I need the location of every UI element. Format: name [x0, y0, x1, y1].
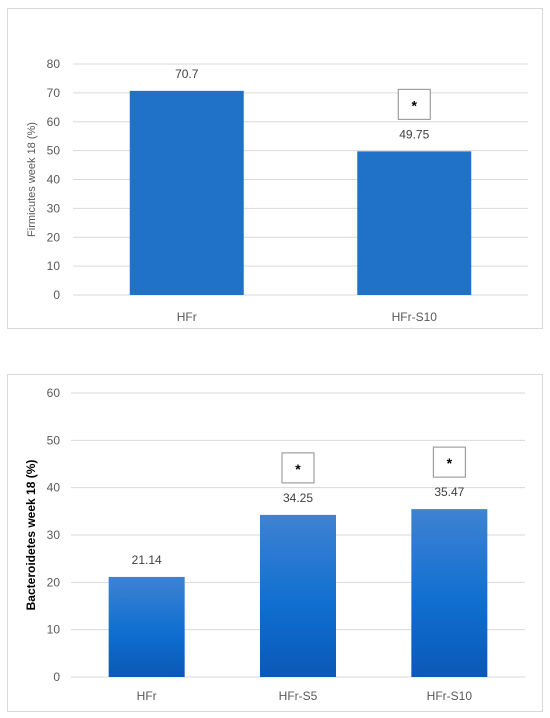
y-tick-label: 70	[47, 86, 61, 100]
y-tick-label: 0	[53, 670, 60, 684]
bacteroidetes-chart: 0 10 20 30 40 50 60 21.14 34.25 * 35.47 * HFr HFr-S…	[24, 386, 525, 703]
category-label: HFr-S10	[427, 689, 473, 703]
bacteroidetes-chart-panel: 0 10 20 30 40 50 60 21.14 34.25 * 35.47 * HFr HFr-S…	[7, 374, 543, 712]
significance-box	[432, 446, 466, 478]
y-tick-label: 10	[47, 623, 61, 637]
significance-marker: *	[447, 455, 453, 471]
category-label: HFr	[177, 310, 197, 324]
data-label: 21.14	[132, 553, 162, 567]
y-tick-label: 40	[47, 481, 61, 495]
category-label: HFr	[137, 689, 157, 703]
y-tick-label: 30	[47, 528, 61, 542]
category-label: HFr-S5	[279, 689, 318, 703]
significance-box	[281, 452, 315, 484]
category-label: HFr-S10	[392, 310, 438, 324]
y-tick-label: 50	[47, 433, 61, 447]
y-axis-label: Bacteroidetes week 18 (%)	[24, 460, 38, 611]
significance-marker: *	[412, 97, 418, 113]
category-labels: HFr HFr-S10	[177, 310, 437, 324]
data-label: 70.7	[175, 67, 199, 81]
bar	[260, 514, 336, 677]
y-axis-label: Firmicutes week 18 (%)	[26, 122, 38, 237]
y-tick-label: 50	[47, 144, 61, 158]
y-tick-label: 80	[47, 57, 61, 71]
y-tick-labels: 0 10 20 30 40 50 60	[47, 386, 61, 684]
data-label: 34.25	[283, 491, 313, 505]
category-labels: HFr HFr-S5 HFr-S10	[137, 689, 473, 703]
y-tick-label: 20	[47, 230, 61, 244]
significance-box	[397, 88, 431, 120]
y-tick-label: 30	[47, 201, 61, 215]
y-tick-labels: 0 10 20 30 40 50 60 70 80	[47, 57, 61, 302]
y-tick-label: 0	[53, 288, 60, 302]
bars: 21.14 34.25 * 35.47 *	[108, 446, 488, 677]
data-label: 49.75	[399, 127, 429, 141]
y-tick-label: 60	[47, 115, 61, 129]
bars: 70.7 49.75 *	[129, 67, 472, 295]
bar	[411, 509, 488, 677]
bar	[357, 151, 472, 295]
y-tick-label: 20	[47, 575, 61, 589]
significance-marker: *	[295, 461, 301, 477]
firmicutes-chart-panel: 0 10 20 30 40 50 60 70 80 70.7 49.75 * HFr HFr-S10 …	[7, 8, 543, 329]
bar	[129, 90, 244, 295]
y-tick-label: 60	[47, 386, 61, 400]
bar	[108, 576, 185, 677]
y-tick-label: 40	[47, 173, 61, 187]
y-tick-label: 10	[47, 259, 61, 273]
data-label: 35.47	[434, 485, 464, 499]
